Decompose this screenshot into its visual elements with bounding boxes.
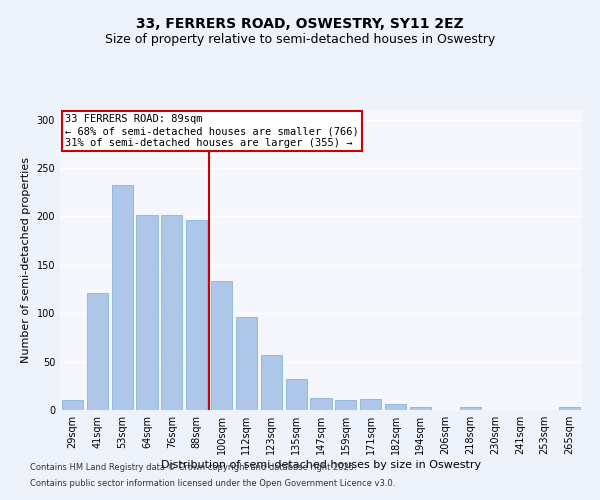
Bar: [136, 216, 158, 410]
Bar: [211, 282, 232, 410]
Bar: [161, 216, 182, 410]
Bar: [286, 379, 307, 410]
Text: Size of property relative to semi-detached houses in Oswestry: Size of property relative to semi-detach…: [105, 32, 495, 46]
Text: 33, FERRERS ROAD, OSWESTRY, SY11 2EZ: 33, FERRERS ROAD, OSWESTRY, SY11 2EZ: [136, 18, 464, 32]
Bar: [310, 398, 332, 410]
Bar: [460, 407, 481, 410]
Bar: [410, 407, 431, 410]
Text: 33 FERRERS ROAD: 89sqm
← 68% of semi-detached houses are smaller (766)
31% of se: 33 FERRERS ROAD: 89sqm ← 68% of semi-det…: [65, 114, 359, 148]
Bar: [335, 400, 356, 410]
Bar: [261, 355, 282, 410]
Bar: [236, 317, 257, 410]
Text: Contains public sector information licensed under the Open Government Licence v3: Contains public sector information licen…: [30, 478, 395, 488]
Bar: [360, 400, 381, 410]
Y-axis label: Number of semi-detached properties: Number of semi-detached properties: [21, 157, 31, 363]
Bar: [62, 400, 83, 410]
Bar: [186, 220, 207, 410]
Bar: [559, 407, 580, 410]
Text: Contains HM Land Registry data © Crown copyright and database right 2025.: Contains HM Land Registry data © Crown c…: [30, 464, 356, 472]
Bar: [112, 184, 133, 410]
X-axis label: Distribution of semi-detached houses by size in Oswestry: Distribution of semi-detached houses by …: [161, 460, 481, 470]
Bar: [385, 404, 406, 410]
Bar: [87, 293, 108, 410]
